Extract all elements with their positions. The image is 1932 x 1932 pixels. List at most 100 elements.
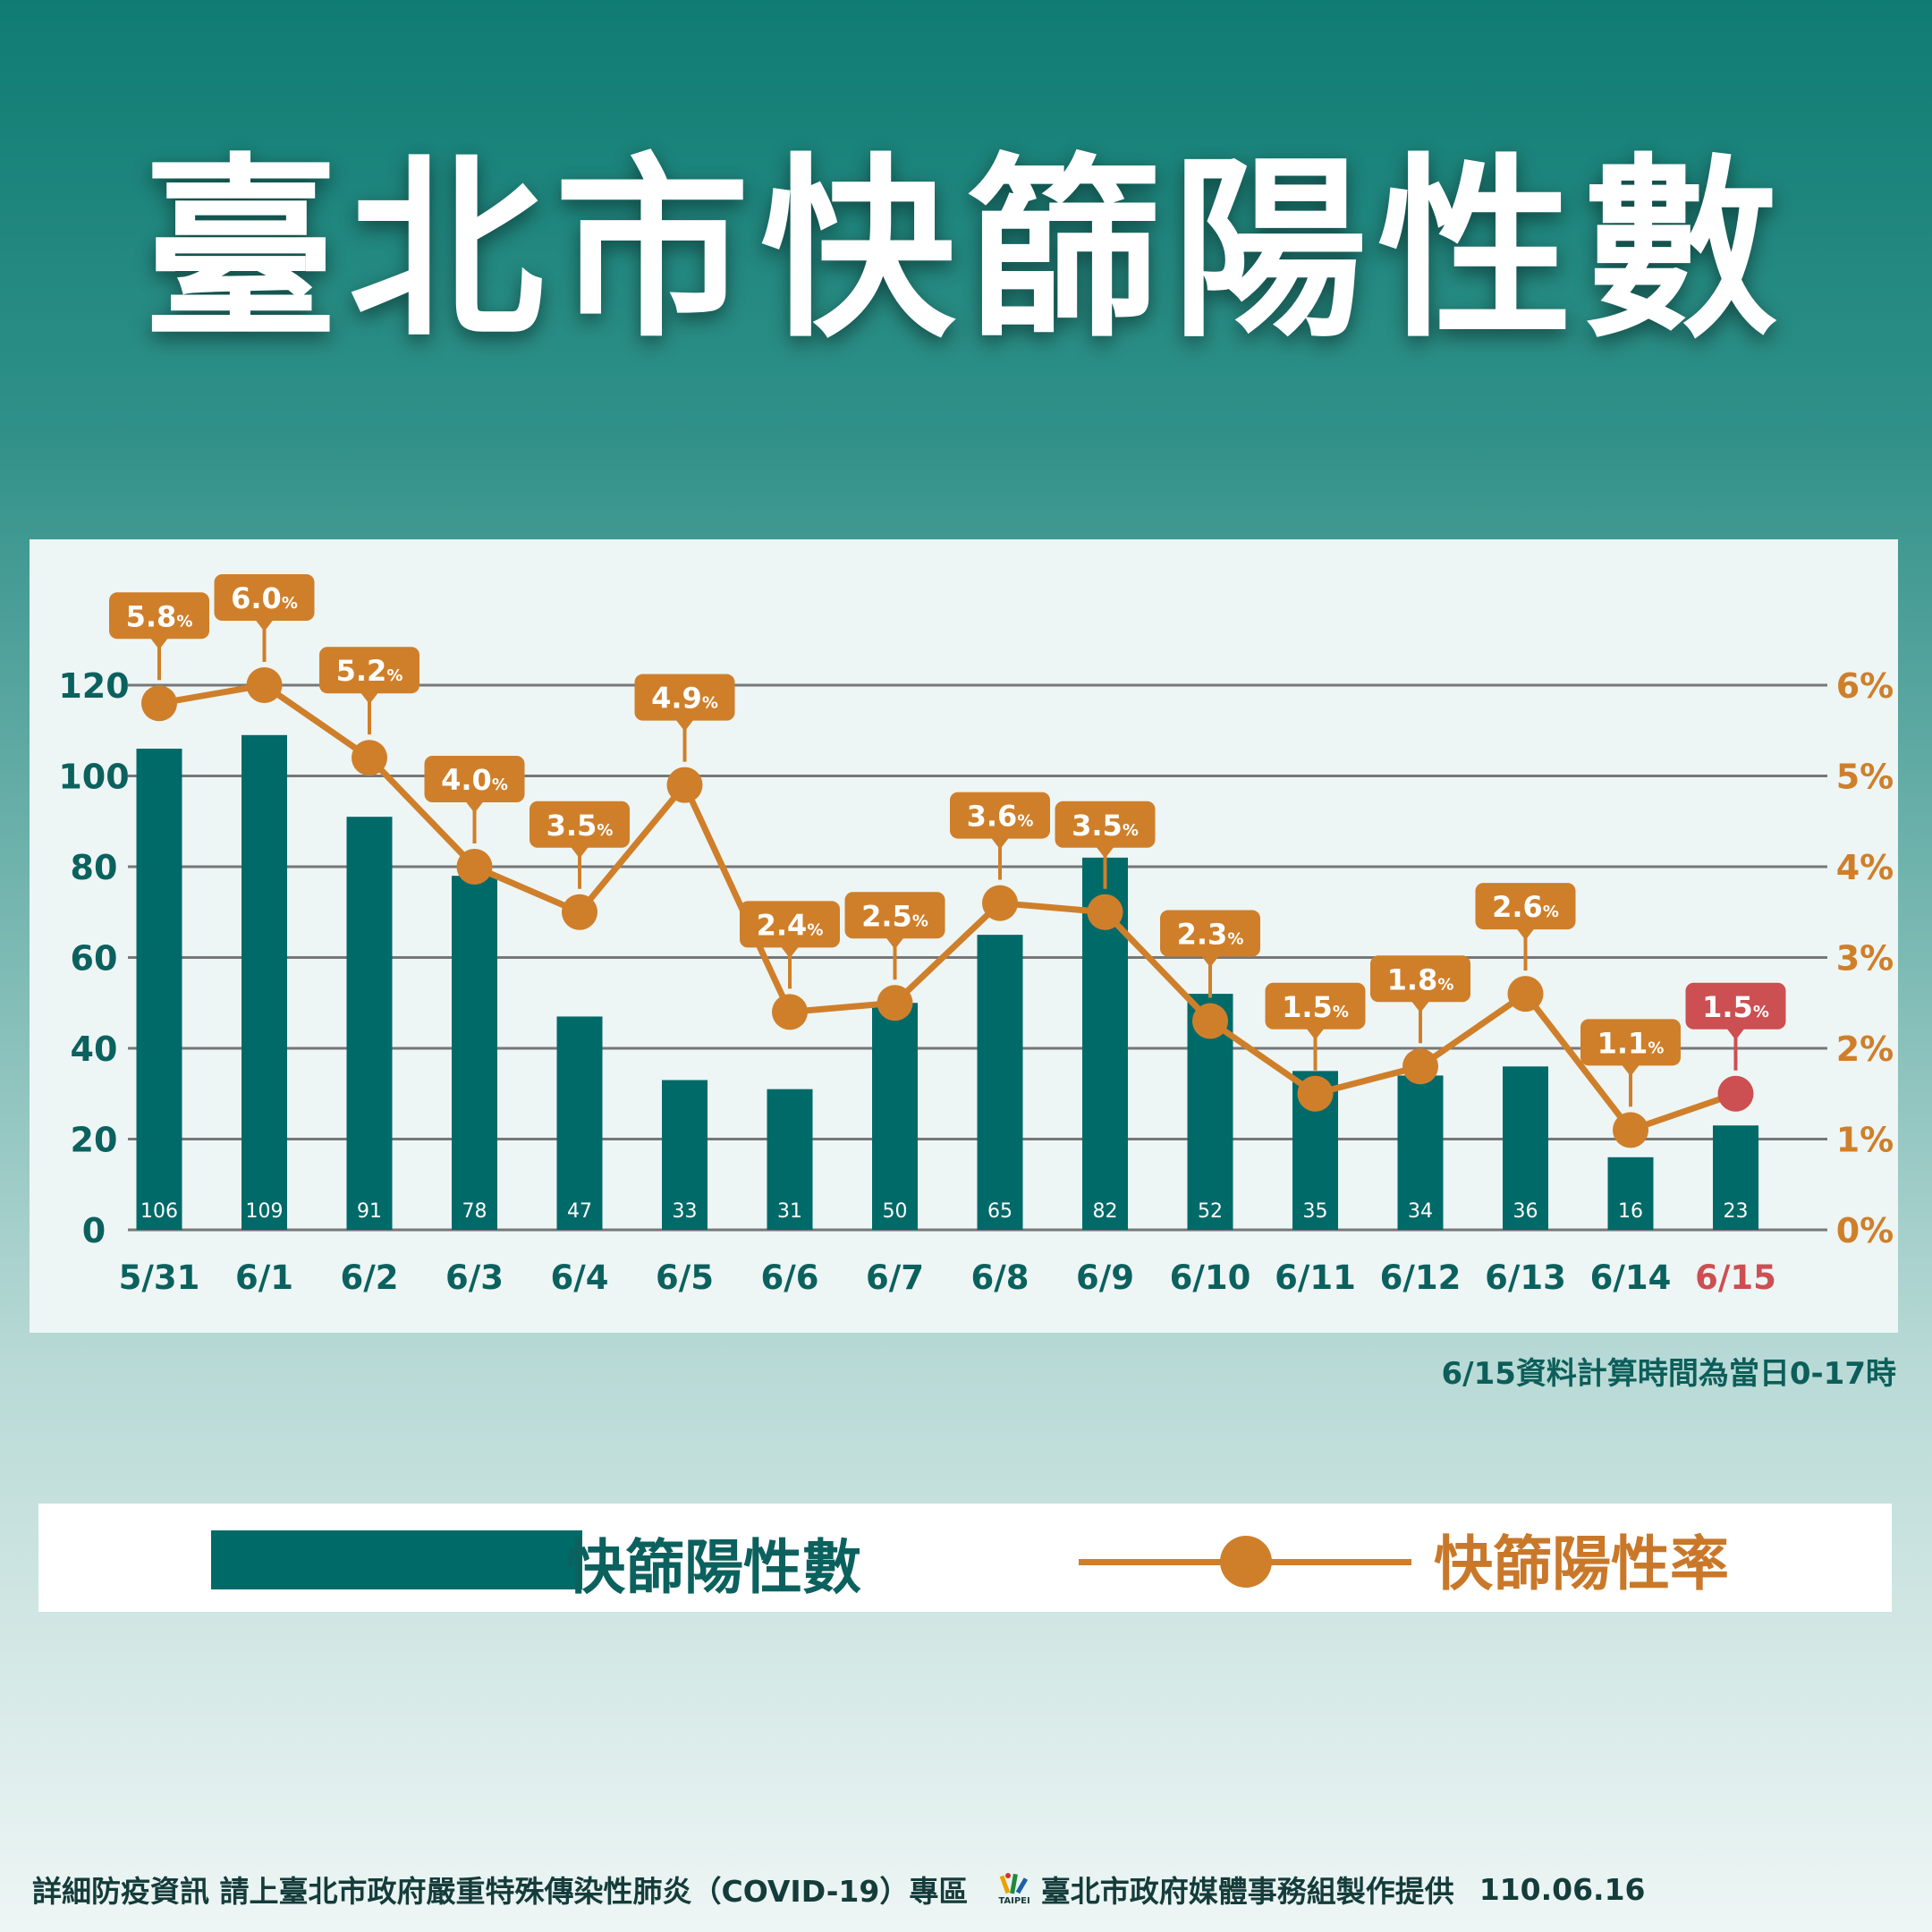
chart-panel: 0 20 40 60 80 100 120 0% 1% 2% 3% 4% 5% 6% 106 109 91 78 4… bbox=[30, 539, 1898, 1333]
rate-value-label: 1.8% bbox=[1387, 962, 1454, 996]
bar bbox=[242, 734, 287, 1230]
bar-value-label: 23 bbox=[1724, 1200, 1749, 1223]
rate-point bbox=[666, 767, 703, 803]
bar-value-label: 91 bbox=[357, 1200, 382, 1223]
callout-box bbox=[1475, 883, 1576, 930]
bar bbox=[1397, 1075, 1444, 1230]
bar-value-label: 16 bbox=[1618, 1200, 1643, 1223]
bar bbox=[872, 1003, 918, 1230]
rate-point bbox=[877, 985, 913, 1021]
bar bbox=[977, 935, 1023, 1230]
bar-value-label: 109 bbox=[246, 1200, 284, 1223]
callout-box bbox=[214, 574, 315, 621]
rate-point bbox=[1717, 1075, 1754, 1112]
callout-pointer bbox=[571, 846, 589, 859]
callout-pointer bbox=[781, 946, 799, 959]
rate-point bbox=[1297, 1075, 1334, 1112]
callout-pointer bbox=[1516, 928, 1535, 941]
callout-box bbox=[530, 801, 630, 848]
y-left-tick-label: 80 bbox=[71, 848, 118, 887]
bar-value-label: 52 bbox=[1198, 1200, 1223, 1223]
bar bbox=[767, 1089, 813, 1230]
y-right-tick-label: 2% bbox=[1836, 1030, 1894, 1069]
rate-value-label: 1.5% bbox=[1282, 990, 1349, 1024]
callout-pointer bbox=[360, 692, 378, 705]
rate-point bbox=[1613, 1112, 1648, 1148]
taipei-logo: TAIPEI bbox=[998, 1872, 1030, 1906]
taipei-logo-text: TAIPEI bbox=[998, 1896, 1030, 1906]
rate-value-label: 2.6% bbox=[1492, 890, 1559, 924]
footer-date: 110.06.16 bbox=[1479, 1871, 1646, 1907]
x-category-label: 6/3 bbox=[445, 1258, 504, 1297]
bar bbox=[136, 749, 182, 1230]
bar-value-label: 47 bbox=[567, 1200, 592, 1223]
x-category-label: 5/31 bbox=[119, 1258, 200, 1297]
x-category-label: 6/6 bbox=[760, 1258, 818, 1297]
rate-value-label: 2.5% bbox=[861, 899, 928, 933]
rate-point bbox=[456, 849, 493, 885]
rate-point bbox=[246, 667, 283, 703]
x-category-label: 6/15 bbox=[1695, 1258, 1776, 1297]
callout-pointer bbox=[1622, 1064, 1640, 1077]
y-left-tick-label: 60 bbox=[71, 939, 118, 979]
rate-value-label: 5.8% bbox=[126, 599, 193, 633]
chart-footnote: 6/15資料計算時間為當日0-17時 bbox=[1441, 1356, 1896, 1392]
x-category-label: 6/5 bbox=[656, 1258, 714, 1297]
rate-point bbox=[1192, 1003, 1228, 1039]
rate-point bbox=[982, 885, 1018, 921]
bar-value-label: 50 bbox=[883, 1200, 908, 1223]
x-category-label: 6/10 bbox=[1170, 1258, 1251, 1297]
callout-pointer bbox=[1306, 1028, 1325, 1040]
bar bbox=[1607, 1157, 1654, 1230]
bar-value-label: 106 bbox=[140, 1200, 178, 1223]
x-category-label: 6/8 bbox=[970, 1258, 1029, 1297]
footer-credit: 臺北市政府媒體事務組製作提供 bbox=[1040, 1874, 1454, 1909]
rate-line bbox=[158, 682, 1737, 1133]
legend-bar-swatch bbox=[211, 1530, 582, 1589]
x-category-label: 6/2 bbox=[340, 1258, 398, 1297]
rate-point bbox=[1087, 894, 1123, 930]
combo-chart: 0 20 40 60 80 100 120 0% 1% 2% 3% 4% 5% 6% 106 109 91 78 4… bbox=[58, 574, 1894, 1297]
rate-value-label: 1.5% bbox=[1702, 990, 1769, 1024]
callout-box bbox=[740, 901, 840, 948]
y-left-tick-label: 40 bbox=[71, 1030, 118, 1069]
y-right-tick-label: 4% bbox=[1836, 848, 1894, 887]
callout-pointer bbox=[1201, 955, 1219, 968]
bar-value-label: 78 bbox=[462, 1200, 487, 1223]
chart-legend: 快篩陽性數 快篩陽性率 bbox=[38, 1504, 1892, 1612]
bar bbox=[452, 876, 497, 1230]
rate-value-label: 2.3% bbox=[1177, 918, 1244, 952]
callout-box bbox=[950, 792, 1050, 839]
callout-box bbox=[634, 674, 735, 721]
callout-pointer bbox=[1726, 1028, 1745, 1040]
y-left-tick-label: 0 bbox=[82, 1211, 106, 1250]
callout-box bbox=[844, 892, 945, 939]
bar-value-label: 36 bbox=[1513, 1200, 1538, 1223]
x-category-label: 6/7 bbox=[866, 1258, 924, 1297]
y-right-tick-label: 1% bbox=[1836, 1121, 1894, 1160]
bar-value-label: 33 bbox=[673, 1200, 698, 1223]
bar-value-label: 31 bbox=[777, 1200, 802, 1223]
rate-point bbox=[352, 740, 387, 776]
legend-bar-label: 快篩陽性數 bbox=[566, 1533, 861, 1602]
y-right-tick-label: 5% bbox=[1836, 758, 1894, 797]
bar-value-label: 35 bbox=[1303, 1200, 1328, 1223]
callout-pointer bbox=[150, 638, 168, 650]
callout-box bbox=[1580, 1019, 1681, 1066]
bar bbox=[556, 1016, 603, 1230]
footer: 詳細防疫資訊 請上臺北市政府嚴重特殊傳染性肺炎（COVID-19）專區 TAIP… bbox=[32, 1868, 1907, 1911]
x-category-label: 6/4 bbox=[550, 1258, 608, 1297]
callout-pointer bbox=[1096, 846, 1114, 859]
rate-point bbox=[141, 685, 177, 722]
rate-value-label: 3.5% bbox=[1072, 809, 1139, 843]
bar-value-label: 34 bbox=[1408, 1200, 1433, 1223]
rate-value-label: 4.9% bbox=[651, 682, 718, 716]
rate-point bbox=[1402, 1048, 1438, 1085]
legend-line-label: 快篩陽性率 bbox=[1434, 1530, 1729, 1598]
x-category-label: 6/11 bbox=[1275, 1258, 1356, 1297]
y-right-tick-label: 3% bbox=[1836, 939, 1894, 979]
callout-box bbox=[1055, 801, 1156, 848]
bar bbox=[662, 1080, 708, 1230]
callout-box bbox=[1160, 910, 1260, 957]
rate-value-label: 4.0% bbox=[441, 763, 508, 797]
